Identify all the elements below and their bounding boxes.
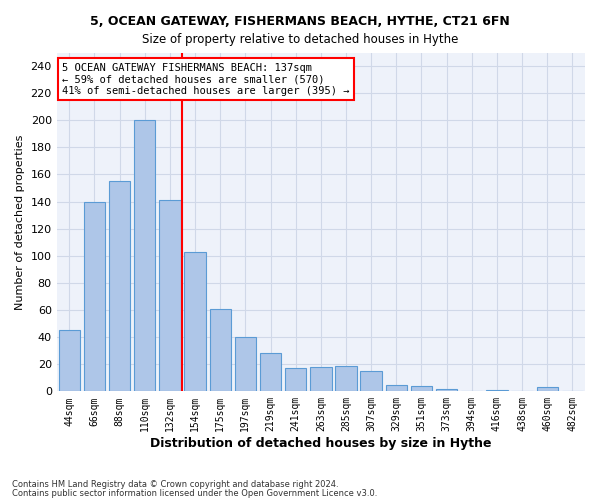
Bar bbox=[361, 371, 382, 392]
Bar bbox=[134, 120, 155, 392]
X-axis label: Distribution of detached houses by size in Hythe: Distribution of detached houses by size … bbox=[150, 437, 491, 450]
Bar bbox=[184, 252, 206, 392]
Y-axis label: Number of detached properties: Number of detached properties bbox=[15, 134, 25, 310]
Bar bbox=[159, 200, 181, 392]
Bar bbox=[436, 388, 457, 392]
Bar bbox=[411, 386, 432, 392]
Bar bbox=[59, 330, 80, 392]
Bar bbox=[209, 308, 231, 392]
Bar bbox=[310, 367, 332, 392]
Bar bbox=[486, 390, 508, 392]
Bar bbox=[386, 384, 407, 392]
Text: Contains public sector information licensed under the Open Government Licence v3: Contains public sector information licen… bbox=[12, 488, 377, 498]
Text: 5, OCEAN GATEWAY, FISHERMANS BEACH, HYTHE, CT21 6FN: 5, OCEAN GATEWAY, FISHERMANS BEACH, HYTH… bbox=[90, 15, 510, 28]
Bar bbox=[84, 202, 105, 392]
Text: 5 OCEAN GATEWAY FISHERMANS BEACH: 137sqm
← 59% of detached houses are smaller (5: 5 OCEAN GATEWAY FISHERMANS BEACH: 137sqm… bbox=[62, 62, 349, 96]
Bar bbox=[536, 388, 558, 392]
Bar bbox=[335, 366, 356, 392]
Bar bbox=[235, 337, 256, 392]
Bar bbox=[285, 368, 307, 392]
Bar bbox=[109, 182, 130, 392]
Text: Contains HM Land Registry data © Crown copyright and database right 2024.: Contains HM Land Registry data © Crown c… bbox=[12, 480, 338, 489]
Bar bbox=[260, 354, 281, 392]
Text: Size of property relative to detached houses in Hythe: Size of property relative to detached ho… bbox=[142, 32, 458, 46]
